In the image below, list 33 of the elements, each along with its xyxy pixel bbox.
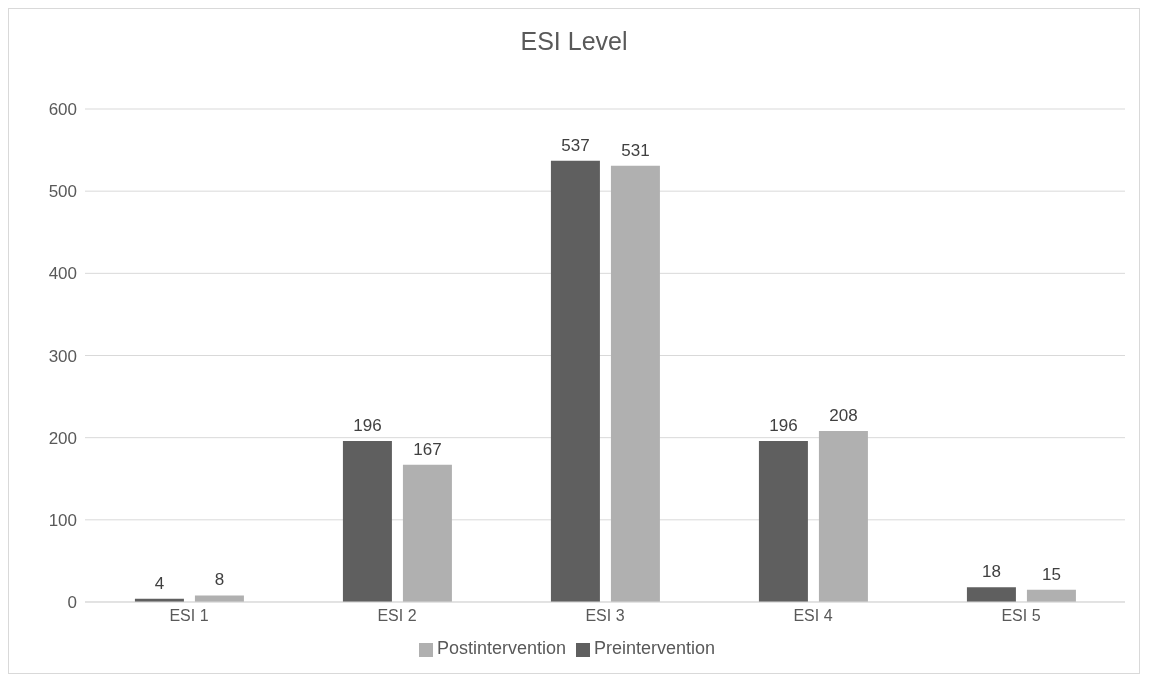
data-label: 196 (769, 415, 798, 435)
legend-label: Preintervention (594, 638, 716, 658)
chart-title: ESI Level (519, 26, 629, 57)
y-tick-label: 500 (48, 182, 77, 202)
x-tick-label: ESI 3 (585, 607, 625, 625)
bar (342, 440, 392, 602)
legend-label: Postintervention (436, 638, 566, 658)
data-label: 15 (1041, 564, 1061, 584)
y-tick-label: 400 (48, 264, 77, 284)
data-label: 4 (154, 573, 165, 593)
bar (610, 165, 660, 602)
bar (194, 595, 244, 602)
y-tick-label: 600 (48, 100, 77, 120)
data-label: 537 (561, 135, 590, 155)
y-tick-label: 0 (67, 593, 77, 613)
x-tick-label: ESI 2 (377, 607, 417, 625)
y-tick-label: 100 (48, 510, 77, 530)
bar (402, 464, 452, 602)
x-tick-label: ESI 4 (793, 607, 833, 625)
x-tick-label: ESI 5 (1001, 607, 1041, 625)
bar (550, 160, 600, 602)
bar (966, 587, 1016, 602)
data-label: 18 (981, 562, 1001, 582)
data-label: 8 (214, 570, 225, 590)
data-label: 167 (413, 439, 442, 459)
data-label: 196 (353, 415, 382, 435)
data-label: 531 (621, 140, 650, 160)
y-tick-label: 300 (48, 346, 77, 366)
bar (818, 431, 868, 602)
bar (758, 440, 808, 602)
x-tick-label: ESI 1 (169, 607, 209, 625)
data-label: 208 (829, 406, 858, 426)
y-tick-label: 200 (48, 428, 77, 448)
